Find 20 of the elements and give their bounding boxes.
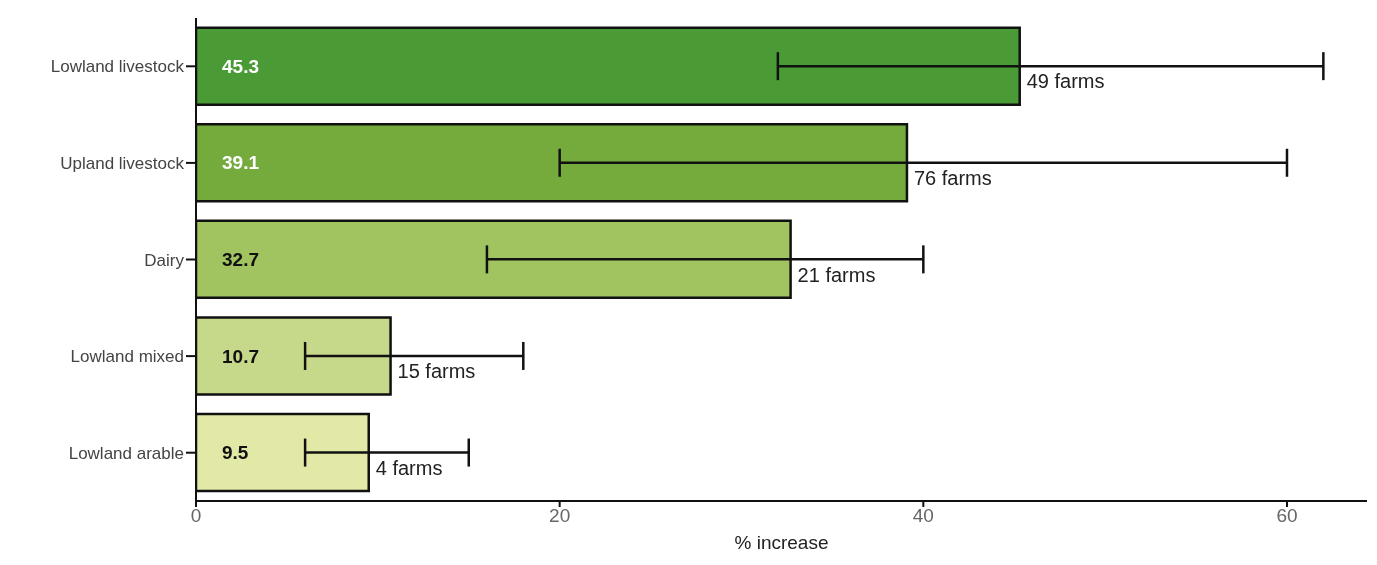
x-tick-label: 20	[549, 505, 571, 527]
x-tick-label: 0	[190, 505, 202, 527]
x-tick-label: 40	[912, 505, 934, 527]
y-tick-label: Upland livestock	[60, 153, 185, 173]
y-tick-label: Dairy	[144, 250, 185, 270]
data-label: 39.1	[222, 152, 260, 174]
y-tick-label: Lowland arable	[68, 443, 184, 463]
annotation: 15 farms	[397, 360, 476, 383]
x-axis-title: % increase	[734, 532, 829, 553]
y-tick-label: Lowland livestock	[50, 57, 185, 77]
x-tick-label: 60	[1276, 505, 1298, 527]
data-label: 45.3	[222, 55, 259, 77]
data-label: 10.7	[222, 345, 259, 367]
annotation: 49 farms	[1026, 70, 1105, 93]
annotation: 76 farms	[913, 166, 992, 189]
annotation: 21 farms	[797, 263, 876, 286]
data-label: 32.7	[222, 249, 259, 271]
annotation: 4 farms	[375, 456, 443, 479]
y-tick-label: Lowland mixed	[70, 347, 184, 367]
data-label: 9.5	[222, 442, 249, 464]
